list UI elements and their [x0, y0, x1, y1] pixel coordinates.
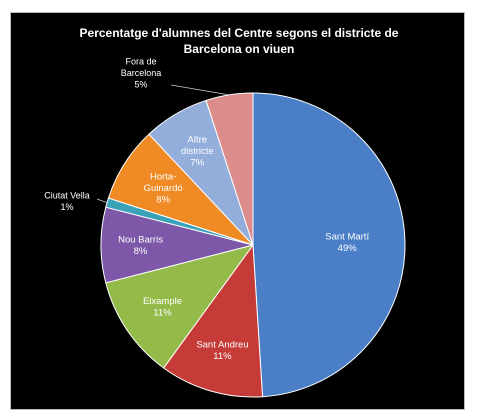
pie-slice — [205, 92, 254, 246]
slice-label: 8% — [134, 246, 148, 257]
leader-line — [170, 84, 230, 96]
chart-title-line-2: Barcelona on viuen — [184, 42, 295, 56]
slice-label: Eixample — [143, 296, 182, 307]
pie-slice — [252, 92, 406, 398]
slice-label: 8% — [156, 194, 170, 205]
slice-label: 5% — [134, 80, 147, 90]
slice-label: Ciutat Vella — [44, 190, 90, 200]
slice-label: Barcelona — [121, 68, 162, 78]
chart-frame: Percentatge d'alumnes del Centre segons … — [10, 12, 465, 410]
pie-slice — [105, 244, 255, 369]
pie-chart: Percentatge d'alumnes del Centre segons … — [44, 26, 406, 398]
slice-label: 49% — [338, 243, 358, 254]
slice-label: Nou Barris — [118, 234, 163, 245]
slice-label: 1% — [60, 202, 73, 212]
slice-label: Guinardó — [144, 183, 183, 194]
slice-label: Sant Martí — [325, 231, 369, 242]
pie-slice — [162, 243, 264, 398]
slice-label: Horta- — [150, 171, 176, 182]
leader-line — [96, 198, 108, 203]
slice-label: 11% — [153, 307, 172, 318]
slice-label: Sant Andreu — [196, 339, 248, 350]
slice-label: 11% — [213, 351, 232, 362]
slice-label: 7% — [190, 157, 204, 168]
pie-slices — [100, 92, 406, 398]
chart-title-line-1: Percentatge d'alumnes del Centre segons … — [80, 26, 399, 40]
slice-label: Altre — [188, 134, 208, 145]
slice-label: districte — [181, 146, 214, 157]
slice-label: Fora de — [125, 57, 156, 67]
